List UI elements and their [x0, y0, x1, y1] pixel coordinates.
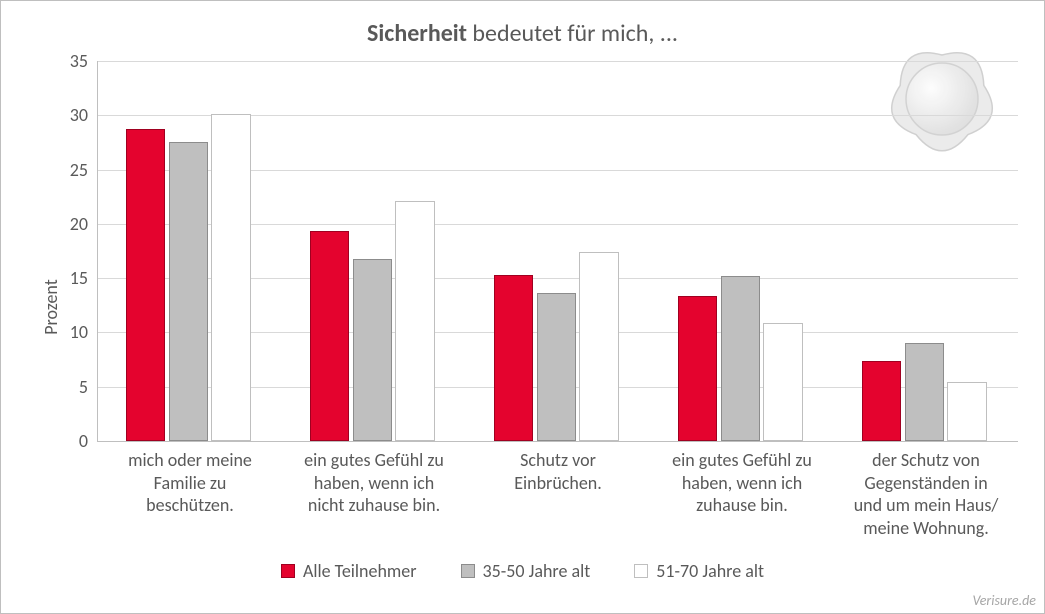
x-category-label: mich oder meineFamilie zubeschützen.	[98, 441, 282, 517]
gridline	[98, 61, 1018, 62]
bar	[395, 201, 434, 441]
bar	[353, 259, 392, 441]
bar	[579, 252, 618, 441]
bar	[494, 275, 533, 441]
bar	[947, 382, 986, 441]
y-tick-label: 30	[48, 104, 98, 126]
legend: Alle Teilnehmer 35-50 Jahre alt 51-70 Jahr…	[1, 560, 1044, 583]
bar	[862, 361, 901, 441]
y-tick-label: 10	[48, 321, 98, 343]
chart-title-rest: bedeutet für mich, ...	[467, 19, 678, 48]
x-category-label: ein gutes Gefühl zuhaben, wenn ichnicht …	[282, 441, 466, 517]
chart-frame: Sicherheit bedeutet für mich, ... Prozen…	[0, 0, 1045, 614]
bar	[211, 114, 250, 441]
x-category-label: der Schutz vonGegenständen inund um mein…	[834, 441, 1018, 539]
legend-item: Alle Teilnehmer	[281, 560, 417, 582]
bar	[310, 231, 349, 441]
bar	[721, 276, 760, 441]
y-tick-label: 35	[48, 50, 98, 72]
bar	[678, 296, 717, 441]
legend-item: 35-50 Jahre alt	[461, 560, 591, 582]
y-tick-label: 5	[48, 376, 98, 398]
chart-title: Sicherheit bedeutet für mich, ...	[1, 19, 1044, 48]
x-category-label: ein gutes Gefühl zuhaben, wenn ichzuhaus…	[650, 441, 834, 517]
legend-label: 51-70 Jahre alt	[656, 560, 764, 582]
plot-area: 05101520253035mich oder meineFamilie zub…	[97, 61, 1018, 442]
legend-swatch	[281, 564, 295, 578]
legend-label: Alle Teilnehmer	[303, 560, 417, 582]
bar	[169, 142, 208, 441]
bar	[905, 343, 944, 441]
watermark: Verisure.de	[973, 592, 1037, 609]
bar	[763, 323, 802, 441]
y-tick-label: 0	[48, 430, 98, 452]
bar	[126, 129, 165, 441]
x-category-label: Schutz vorEinbrüchen.	[466, 441, 650, 494]
y-tick-label: 25	[48, 159, 98, 181]
chart-title-bold: Sicherheit	[367, 19, 467, 48]
y-tick-label: 20	[48, 213, 98, 235]
y-tick-label: 15	[48, 267, 98, 289]
bar	[537, 293, 576, 441]
legend-swatch	[461, 564, 475, 578]
legend-label: 35-50 Jahre alt	[483, 560, 591, 582]
legend-item: 51-70 Jahre alt	[634, 560, 764, 582]
legend-swatch	[634, 564, 648, 578]
